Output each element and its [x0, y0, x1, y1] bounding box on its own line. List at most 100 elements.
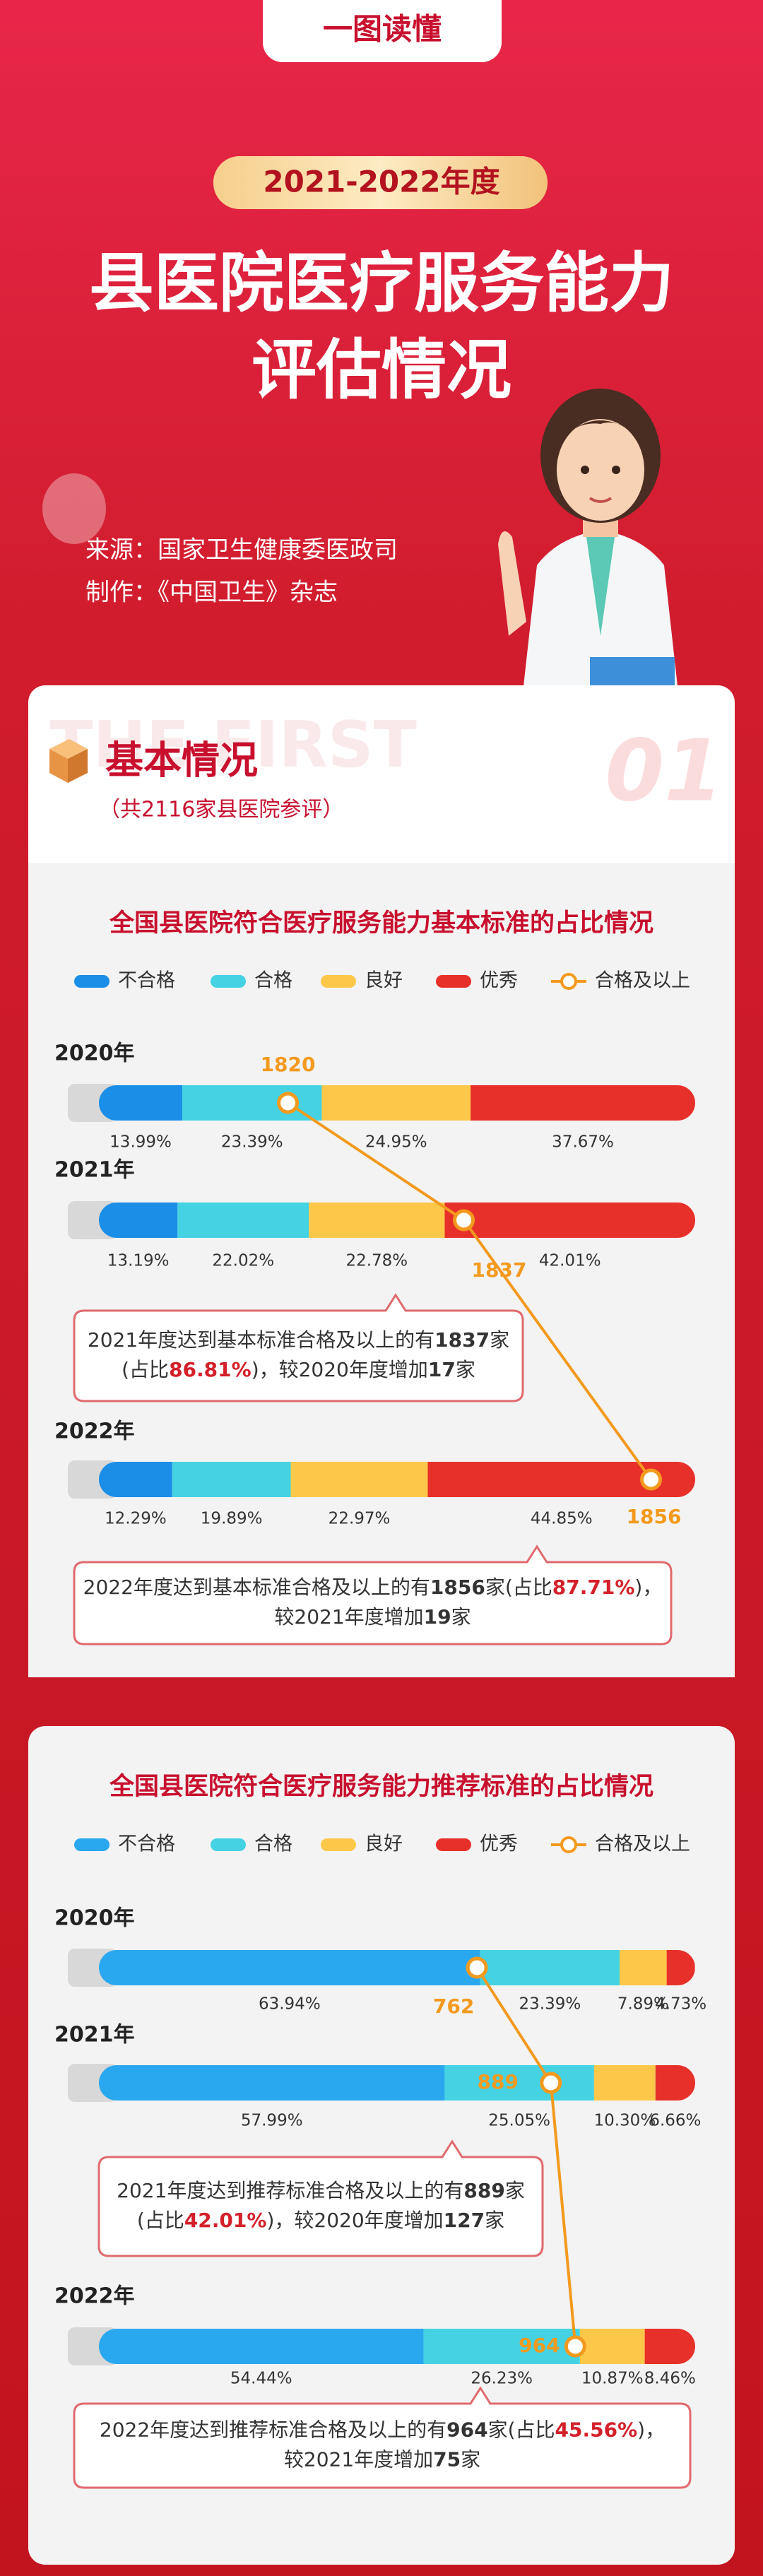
- annotation-text: 17: [428, 1358, 456, 1381]
- value-label: 63.94%: [259, 1995, 321, 2014]
- bar-segment: [593, 2065, 656, 2101]
- period: 2021-2022年度: [263, 165, 499, 199]
- bar-group: [99, 1950, 695, 1985]
- annotation-text: 家: [451, 1605, 471, 1629]
- bar-segment: [644, 2329, 695, 2364]
- legend-swatch: [436, 975, 471, 988]
- bar-segment: [99, 2329, 424, 2364]
- bar-segment: [471, 1085, 695, 1121]
- bar-segment: [99, 1085, 183, 1121]
- annotation-line: 2021年度达到推荐标准合格及以上的有889家: [117, 2179, 525, 2202]
- annotation-text: )，较2020年度增加: [252, 1358, 428, 1381]
- bar-segment: [99, 1950, 480, 1985]
- bar-segment: [321, 1085, 471, 1121]
- value-label: 37.67%: [552, 1133, 614, 1152]
- section-subtitle: （共2116家县医院参评）: [99, 798, 343, 822]
- value-label: 22.02%: [212, 1252, 274, 1270]
- value-label: 54.44%: [230, 2370, 292, 2388]
- annotation-text: 42.01%: [184, 2209, 267, 2232]
- annotation-text: 45.56%: [555, 2418, 638, 2442]
- value-label: 22.97%: [329, 1510, 391, 1528]
- bar-segment: [177, 1203, 309, 1238]
- annotation-text: 2021年度达到推荐标准合格及以上的有: [117, 2179, 463, 2202]
- annotation-text: 家: [505, 2179, 525, 2202]
- legend-label: 合格及以上: [595, 1833, 690, 1855]
- value-label: 10.87%: [581, 2370, 644, 2388]
- count-label: 762: [433, 1995, 474, 2018]
- value-label: 25.05%: [488, 2112, 550, 2130]
- annotation-text: 1837: [434, 1328, 490, 1352]
- title: 县医院医疗服务能力: [89, 245, 674, 321]
- bar-segment: [99, 2065, 445, 2101]
- legend-label: 合格: [254, 1833, 292, 1855]
- annotation-text: 家: [485, 2209, 504, 2232]
- annotation-text: 19: [424, 1605, 451, 1629]
- year-label: 2020年: [54, 1041, 135, 1066]
- legend-label: 良好: [365, 1833, 403, 1855]
- line-point: [466, 1956, 488, 1979]
- value-label: 24.95%: [365, 1133, 427, 1152]
- section-number: 01: [605, 723, 723, 821]
- value-label: 19.89%: [201, 1510, 263, 1528]
- annotation-text: 75: [433, 2448, 461, 2471]
- legend-swatch: [321, 975, 356, 988]
- annotation-box: [73, 1544, 673, 1646]
- value-label: 42.01%: [539, 1252, 601, 1270]
- annotation-text: 127: [444, 2209, 485, 2232]
- annotation-text: (占比: [137, 2209, 184, 2232]
- annotation-text: 2022年度达到基本标准合格及以上的有: [83, 1576, 430, 1599]
- annotation-box: [97, 2139, 544, 2257]
- value-label: 23.39%: [519, 1995, 581, 2014]
- year-label: 2020年: [54, 1906, 135, 1931]
- year-label: 2022年: [54, 2284, 135, 2309]
- chart-title: 全国县医院符合医疗服务能力基本标准的占比情况: [109, 909, 653, 938]
- value-label: 12.29%: [105, 1510, 167, 1528]
- legend-swatch: [211, 1838, 246, 1851]
- bar-segment: [444, 1203, 695, 1238]
- count-label: 1856: [627, 1505, 682, 1528]
- legend-label: 合格及以上: [595, 970, 690, 992]
- annotation-text: )，: [634, 1576, 662, 1599]
- annotation-text: 较2021年度增加: [284, 2448, 433, 2471]
- value-label: 13.19%: [107, 1252, 170, 1270]
- legend-label: 良好: [365, 970, 403, 992]
- bar-segment: [579, 2329, 645, 2364]
- bar-segment: [480, 1950, 620, 1985]
- section-title: 基本情况: [105, 738, 258, 783]
- year-label: 2022年: [54, 1419, 135, 1444]
- annotation-line: 2022年度达到推荐标准合格及以上的有964家(占比45.56%)，: [100, 2418, 665, 2442]
- line-point: [640, 1468, 663, 1491]
- title: 评估情况: [252, 332, 511, 408]
- annotation-text: 家: [461, 2448, 480, 2471]
- annotation-line: (占比42.01%)，较2020年度增加127家: [137, 2209, 504, 2232]
- legend-swatch: [74, 1838, 110, 1851]
- cube-icon: [49, 739, 88, 783]
- annotation-text: 964: [446, 2418, 487, 2442]
- legend-dot: [560, 1836, 577, 1853]
- bar-segment: [423, 2329, 580, 2364]
- bar-segment: [666, 1950, 695, 1985]
- value-label: 13.99%: [110, 1133, 172, 1152]
- legend-label: 优秀: [480, 970, 518, 992]
- bar-segment: [99, 1462, 172, 1497]
- annotation-text: 1856: [430, 1576, 485, 1599]
- annotation-text: 2022年度达到推荐标准合格及以上的有: [100, 2418, 446, 2442]
- annotation-line: 2022年度达到基本标准合格及以上的有1856家(占比87.71%)，: [83, 1576, 663, 1599]
- legend-swatch: [211, 975, 246, 988]
- annotation-text: )，较2020年度增加: [266, 2209, 443, 2232]
- year-label: 2021年: [54, 2023, 135, 2048]
- annotation-box: [73, 1293, 524, 1402]
- legend-dot: [560, 973, 577, 990]
- annotation-line: (占比86.81%)，较2020年度增加17家: [122, 1358, 475, 1381]
- annotation-text: 较2021年度增加: [274, 1605, 423, 1629]
- bar-segment: [172, 1462, 291, 1497]
- bar-segment: [444, 2065, 594, 2101]
- bar-group: [99, 2065, 695, 2101]
- year-label: 2021年: [54, 1158, 135, 1183]
- value-label: 44.85%: [531, 1510, 593, 1528]
- count-label: 1837: [472, 1258, 527, 1282]
- count-label: 1820: [261, 1053, 316, 1076]
- legend-label: 不合格: [118, 1833, 175, 1855]
